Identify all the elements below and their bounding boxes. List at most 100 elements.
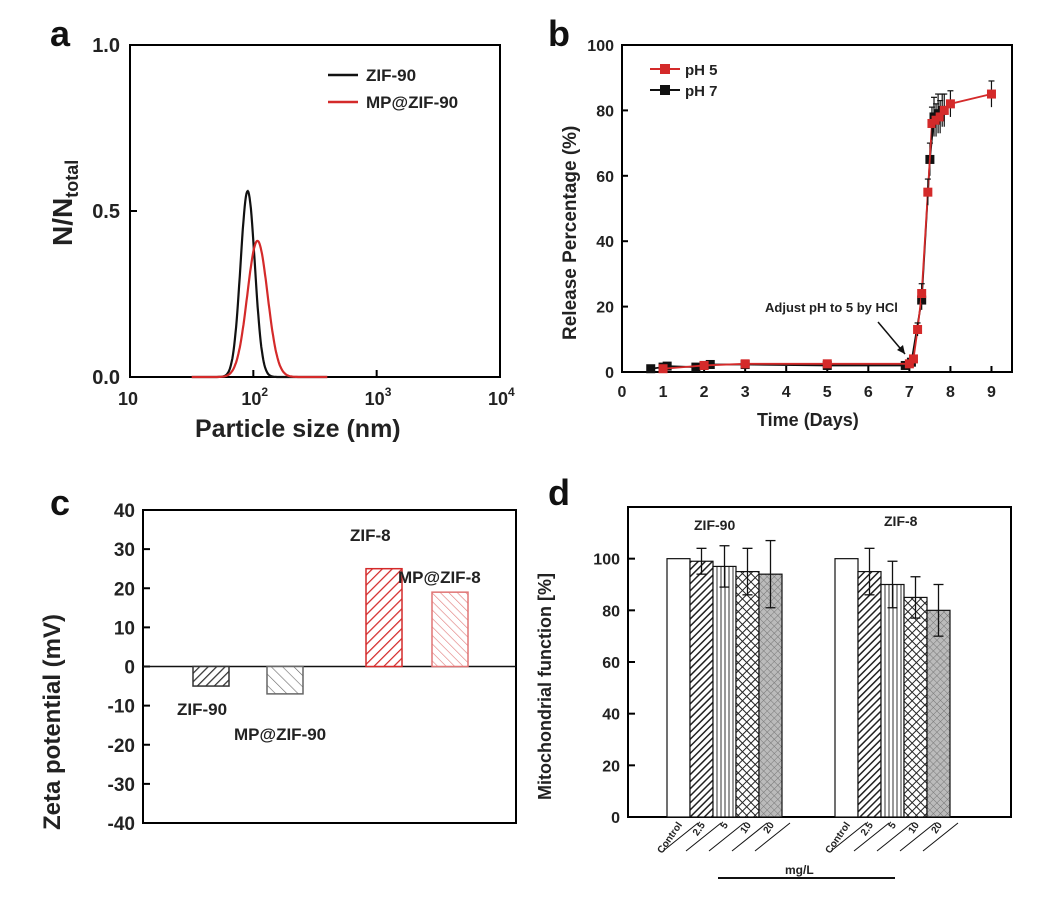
category-slash (731, 822, 768, 852)
y-tick-label-a: 0.5 (92, 201, 120, 223)
panel-c-bars: ZIF-90 MP@ZIF-90 ZIF-8 MP@ZIF-8 (177, 526, 481, 744)
bar-mpzif8 (431, 591, 469, 668)
data-point-ph7 (691, 362, 701, 372)
data-point-ph5 (986, 89, 996, 99)
bar-zif8-25 (857, 570, 882, 818)
x-tick-label-b: 5 (823, 384, 832, 401)
y-tick-label-b: 100 (587, 38, 614, 55)
legend-marker-ph7 (660, 85, 670, 95)
panel-b-annotation: Adjust pH to 5 by HCl (765, 300, 898, 315)
category-slash (922, 822, 959, 852)
legend-label-mpzif90: MP@ZIF-90 (366, 93, 458, 112)
y-tick-label-c: 40 (114, 501, 135, 522)
category-label: 20 (930, 820, 946, 836)
legend-label-ph7: pH 7 (685, 83, 718, 100)
data-point-ph5 (945, 99, 955, 109)
bar-zif90-10 (735, 570, 760, 818)
data-point-ph5 (904, 359, 914, 369)
data-point-ph5 (822, 359, 832, 369)
y-tick-label-c: 10 (114, 618, 135, 639)
bar-zif90-control (666, 558, 691, 818)
panel-d-ticks: 0 20 40 60 80 100 (593, 552, 635, 827)
category-label: 10 (907, 820, 923, 836)
panel-c-ticks: 40 30 20 10 0 -10 -20 -30 -40 (108, 501, 516, 835)
panel-b-xlabel: Time (Days) (757, 410, 859, 430)
data-point-ph5 (939, 105, 949, 115)
data-point-ph5 (740, 359, 750, 369)
category-slash (754, 822, 791, 852)
category-slash (708, 822, 745, 852)
y-tick-label-b: 60 (596, 169, 614, 186)
panel-letter-c: c (50, 482, 70, 523)
category-label: 5 (719, 820, 731, 831)
panel-d-bars: Control 2.5 5 10 20 Control 2.5 5 10 20 (656, 539, 959, 856)
y-tick-label-c: -40 (108, 814, 135, 835)
bar-label-zif8: ZIF-8 (350, 526, 391, 545)
y-tick-label-d: 100 (593, 552, 620, 569)
category-label: 10 (739, 820, 755, 836)
bar-zif8-5 (880, 583, 905, 818)
y-tick-label-b: 80 (596, 103, 614, 120)
series-line-ph7 (650, 109, 943, 370)
panel-c-ylabel: Zeta potential (mV) (39, 614, 66, 830)
legend-label-zif90: ZIF-90 (366, 66, 416, 85)
x-tick-label-b: 6 (864, 384, 873, 401)
category-label: 5 (887, 820, 899, 831)
panel-a-series (191, 189, 328, 379)
y-tick-label-d: 40 (602, 707, 620, 724)
bar-zif8-20 (926, 609, 951, 818)
legend-marker-ph5 (660, 64, 670, 74)
y-tick-label-d: 20 (602, 758, 620, 775)
series-line-ph5 (662, 93, 992, 370)
panel-a-xlabel: Particle size (nm) (195, 415, 401, 443)
panel-a-ylabel: N/Ntotal (47, 160, 82, 246)
panel-letter-d: d (548, 472, 570, 513)
panel-letter-a: a (50, 13, 71, 54)
data-point-ph5 (658, 364, 668, 374)
data-point-ph5 (917, 289, 927, 299)
data-point-ph5 (913, 324, 923, 334)
x-tick-label-a: 102 (241, 385, 268, 409)
data-point-ph7 (646, 364, 656, 374)
bar-label-zif90: ZIF-90 (177, 700, 227, 719)
series-line-zif90 (191, 189, 328, 379)
y-tick-label-c: 0 (124, 658, 135, 679)
bar-zif90 (192, 665, 230, 687)
data-point-ph5 (935, 112, 945, 122)
panel-a-ticks: 10 102 103 104 0.0 0.5 1.0 (92, 35, 515, 409)
panel-b-series (646, 80, 996, 374)
y-tick-label-c: 30 (114, 540, 135, 561)
panel-b-ticks: 0 1 2 3 4 5 6 7 8 9 0 20 40 60 80 100 (587, 38, 996, 401)
x-tick-label-a: 103 (365, 385, 392, 409)
x-tick-label-b: 4 (782, 384, 791, 401)
category-slash (662, 822, 699, 852)
y-tick-label-c: 20 (114, 579, 135, 600)
y-tick-label-b: 20 (596, 300, 614, 317)
panel-b-chart: 0 1 2 3 4 5 6 7 8 9 0 20 40 60 80 100 pH 5 pH 7 Adjust … (560, 38, 1013, 430)
bar-label-mpzif90: MP@ZIF-90 (234, 725, 326, 744)
category-slash (899, 822, 936, 852)
category-label: Control (824, 820, 854, 856)
category-slash (876, 822, 913, 852)
y-tick-label-b: 40 (596, 234, 614, 251)
y-tick-label-a: 0.0 (92, 367, 120, 389)
bar-zif90-25 (689, 560, 714, 818)
category-slash (830, 822, 867, 852)
bar-zif8-10 (903, 596, 928, 818)
x-tick-label-b: 9 (987, 384, 996, 401)
bar-zif8 (365, 567, 403, 668)
x-tick-label-b: 0 (618, 384, 627, 401)
legend-label-ph5: pH 5 (685, 62, 718, 79)
data-point-ph5 (699, 360, 709, 370)
group-label-zif90: ZIF-90 (694, 517, 735, 533)
y-tick-label-c: -10 (108, 697, 135, 718)
y-tick-label-c: -20 (108, 736, 135, 757)
y-tick-label-d: 60 (602, 655, 620, 672)
category-label: 20 (762, 820, 778, 836)
panel-d-ylabel: Mitochondrial function [%] (535, 573, 555, 800)
data-point-ph5 (908, 354, 918, 364)
x-tick-label-a: 10 (118, 389, 138, 409)
panel-a-chart: 10 102 103 104 0.0 0.5 1.0 ZIF-90 MP@ZIF-90 Pa… (47, 35, 515, 443)
